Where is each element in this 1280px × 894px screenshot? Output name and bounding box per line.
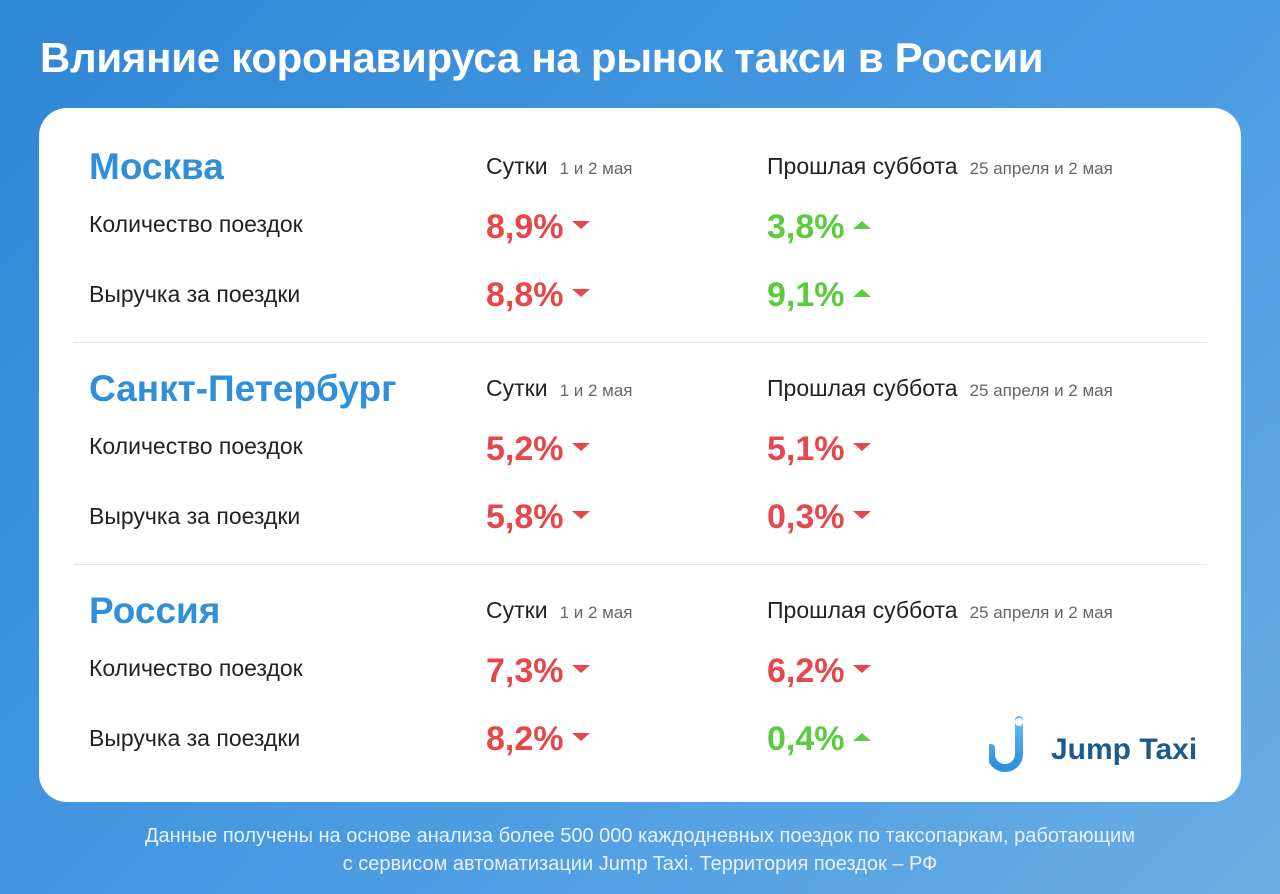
arrow-down-icon [852,665,871,674]
arrow-up-icon [852,221,871,230]
footer-line-2: с сервисом автоматизации Jump Taxi. Терр… [342,853,938,875]
jump-taxi-logo: Jump Taxi [987,716,1198,783]
metric-revenue-day: 8,2% [486,720,590,759]
section-divider [74,564,1207,565]
jump-taxi-logo-icon [987,716,1033,783]
footer-note: Данные получены на основе анализа более … [0,822,1280,878]
arrow-down-icon [571,665,590,674]
arrow-down-icon [571,511,590,520]
col-saturday-header: Прошлая суббота 25 апреля и 2 мая [767,375,1113,401]
metric-trips-saturday: 5,1% [767,430,871,469]
section-divider [74,342,1207,343]
section-spb: Санкт-Петербург Сутки 1 и 2 мая Прошлая с… [39,330,1241,540]
col-day-header: Сутки 1 и 2 мая [486,153,633,179]
arrow-up-icon [852,289,871,298]
region-title: Санкт-Петербург [89,368,397,409]
col-saturday-header: Прошлая суббота 25 апреля и 2 мая [767,153,1113,179]
page-title: Влияние коронавируса на рынок такси в Ро… [40,34,1044,81]
row-label-revenue: Выручка за поездки [89,725,301,751]
metric-revenue-day: 8,8% [486,276,590,315]
metric-trips-day: 8,9% [486,208,590,247]
stats-card: Москва Сутки 1 и 2 мая Прошлая суббота 25 … [39,108,1241,802]
arrow-down-icon [571,443,590,452]
arrow-down-icon [571,289,590,298]
metric-trips-day: 5,2% [486,430,590,469]
col-day-header: Сутки 1 и 2 мая [486,597,633,623]
section-russia: Россия Сутки 1 и 2 мая Прошлая суббота 25 … [39,552,1241,762]
arrow-up-icon [852,733,871,742]
metric-trips-day: 7,3% [486,652,590,691]
metric-revenue-saturday: 9,1% [767,276,871,315]
row-label-trips: Количество поездок [89,655,303,681]
row-label-revenue: Выручка за поездки [89,281,301,307]
metric-revenue-saturday: 0,3% [767,498,871,537]
logo-text: Jump Taxi [1051,732,1198,766]
section-moscow: Москва Сутки 1 и 2 мая Прошлая суббота 25 … [39,108,1241,318]
arrow-down-icon [852,511,871,520]
arrow-down-icon [852,443,871,452]
row-label-revenue: Выручка за поездки [89,503,301,529]
metric-trips-saturday: 6,2% [767,652,871,691]
row-label-trips: Количество поездок [89,211,303,237]
region-title: Россия [89,590,221,631]
footer-line-1: Данные получены на основе анализа более … [145,825,1135,847]
metric-revenue-day: 5,8% [486,498,590,537]
region-title: Москва [89,146,224,187]
metric-revenue-saturday: 0,4% [767,720,871,759]
arrow-down-icon [571,733,590,742]
row-label-trips: Количество поездок [89,433,303,459]
arrow-down-icon [571,221,590,230]
col-day-header: Сутки 1 и 2 мая [486,375,633,401]
metric-trips-saturday: 3,8% [767,208,871,247]
col-saturday-header: Прошлая суббота 25 апреля и 2 мая [767,597,1113,623]
